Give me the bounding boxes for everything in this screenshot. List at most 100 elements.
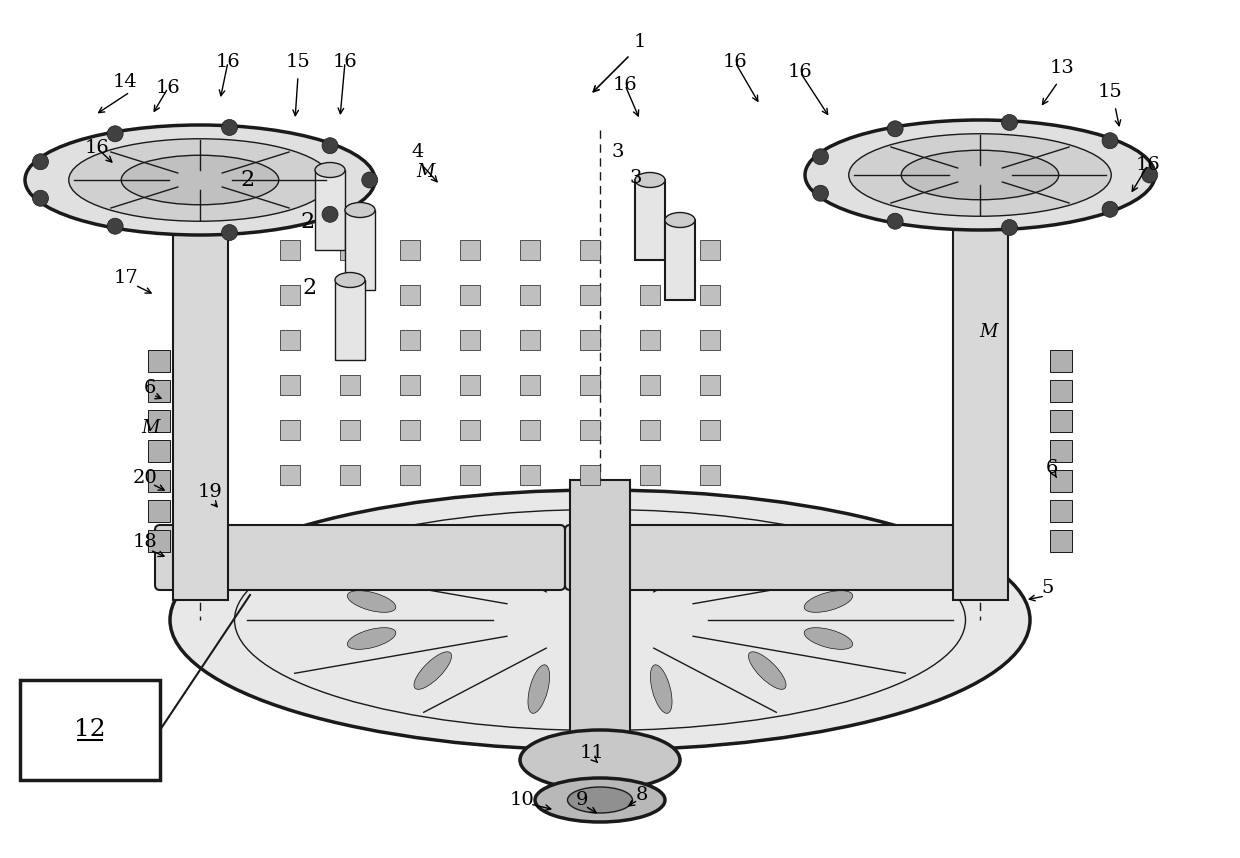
Circle shape: [887, 121, 903, 136]
Bar: [580, 240, 600, 260]
Circle shape: [1142, 167, 1158, 183]
Ellipse shape: [528, 665, 549, 713]
Circle shape: [222, 119, 238, 136]
Bar: [640, 465, 660, 485]
Bar: [580, 420, 600, 440]
Ellipse shape: [749, 652, 786, 689]
Bar: [148, 350, 170, 372]
Circle shape: [107, 126, 123, 142]
Bar: [460, 240, 480, 260]
Bar: [345, 210, 374, 290]
Bar: [401, 375, 420, 395]
Bar: [580, 330, 600, 350]
Bar: [520, 240, 539, 260]
Text: 2: 2: [301, 211, 315, 233]
Text: 6: 6: [1045, 459, 1058, 477]
Text: 14: 14: [113, 73, 138, 91]
Bar: [280, 375, 300, 395]
Text: 15: 15: [1097, 83, 1122, 101]
Text: 16: 16: [84, 139, 109, 157]
Circle shape: [107, 218, 123, 234]
Ellipse shape: [347, 590, 396, 613]
Bar: [701, 240, 720, 260]
Ellipse shape: [520, 730, 680, 790]
Text: 18: 18: [133, 533, 157, 551]
Bar: [460, 375, 480, 395]
Text: 20: 20: [133, 469, 157, 487]
Text: 12: 12: [74, 718, 105, 741]
Ellipse shape: [650, 665, 672, 713]
Bar: [460, 285, 480, 305]
Ellipse shape: [650, 527, 672, 575]
Ellipse shape: [528, 527, 549, 575]
Ellipse shape: [414, 652, 451, 689]
Ellipse shape: [345, 202, 374, 217]
Bar: [1050, 410, 1073, 432]
Text: 15: 15: [285, 53, 310, 71]
Text: 13: 13: [1049, 59, 1074, 77]
Bar: [640, 330, 660, 350]
Circle shape: [322, 137, 339, 154]
Circle shape: [362, 172, 378, 188]
Text: M: M: [415, 163, 434, 181]
Circle shape: [32, 154, 48, 170]
Circle shape: [812, 185, 828, 202]
Bar: [148, 410, 170, 432]
Ellipse shape: [347, 628, 396, 650]
Bar: [1050, 530, 1073, 552]
Text: 3: 3: [630, 169, 642, 187]
Bar: [520, 285, 539, 305]
Text: 16: 16: [613, 76, 637, 94]
Bar: [460, 330, 480, 350]
Ellipse shape: [805, 590, 853, 613]
Circle shape: [1102, 133, 1118, 148]
Bar: [1050, 500, 1073, 522]
Text: 16: 16: [723, 53, 748, 71]
FancyBboxPatch shape: [565, 525, 1004, 590]
Text: M: M: [141, 419, 159, 437]
Bar: [401, 330, 420, 350]
Bar: [280, 465, 300, 485]
Bar: [340, 330, 360, 350]
Ellipse shape: [568, 787, 632, 813]
Text: 2: 2: [241, 169, 255, 191]
Bar: [520, 465, 539, 485]
Text: 4: 4: [412, 143, 424, 161]
Circle shape: [812, 148, 828, 165]
Bar: [1050, 470, 1073, 492]
Text: 8: 8: [636, 786, 649, 804]
Bar: [701, 375, 720, 395]
Text: 16: 16: [787, 63, 812, 81]
Bar: [460, 465, 480, 485]
Text: 10: 10: [510, 791, 534, 809]
Bar: [580, 285, 600, 305]
Bar: [580, 375, 600, 395]
Bar: [701, 420, 720, 440]
Text: 16: 16: [1136, 156, 1161, 174]
Bar: [635, 180, 665, 260]
Bar: [520, 375, 539, 395]
Bar: [148, 470, 170, 492]
Bar: [315, 170, 345, 250]
Text: 16: 16: [332, 53, 357, 71]
Circle shape: [32, 190, 48, 206]
Bar: [520, 330, 539, 350]
Bar: [280, 330, 300, 350]
Bar: [280, 420, 300, 440]
Circle shape: [322, 206, 339, 222]
Ellipse shape: [414, 551, 451, 589]
Ellipse shape: [635, 172, 665, 188]
Bar: [280, 285, 300, 305]
Text: 2: 2: [303, 277, 317, 299]
Text: 11: 11: [579, 744, 604, 762]
Text: 16: 16: [156, 79, 180, 97]
Bar: [340, 375, 360, 395]
Text: M: M: [978, 323, 997, 341]
Text: 5: 5: [1042, 579, 1054, 597]
Bar: [148, 530, 170, 552]
Bar: [1050, 440, 1073, 462]
Ellipse shape: [665, 213, 694, 227]
Bar: [401, 465, 420, 485]
Bar: [640, 375, 660, 395]
Bar: [954, 200, 1008, 600]
